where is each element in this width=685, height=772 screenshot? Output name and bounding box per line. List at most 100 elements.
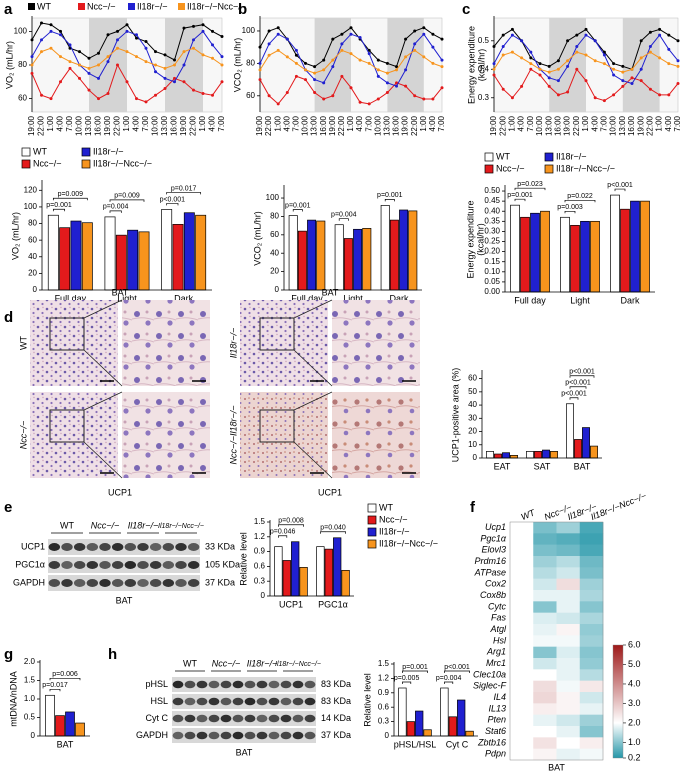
row-label: Cox2: [485, 579, 506, 589]
heatmap-cell: [580, 556, 604, 568]
heatmap-cell: [580, 533, 604, 545]
data-point: [603, 99, 606, 102]
lane-group-label: WT: [183, 658, 197, 668]
data-point: [667, 62, 670, 65]
band-label: GAPDH: [13, 577, 45, 587]
row-label: Stat6: [485, 726, 506, 736]
data-point: [202, 23, 205, 26]
blot-band: [197, 698, 208, 705]
data-point: [135, 97, 138, 100]
p-value: p=0.006: [52, 671, 78, 678]
data-point: [135, 33, 138, 36]
y-tick-label: 0.10: [484, 267, 500, 276]
lane-group-label: WT: [60, 520, 74, 530]
legend-label: WT: [33, 146, 47, 156]
band-label: Cyt C: [146, 713, 169, 723]
data-point: [677, 59, 680, 62]
x-tick-label: 1:00: [508, 115, 517, 131]
blot-band: [209, 715, 220, 722]
column-label: Il18r−/−Ncc−/−: [589, 491, 647, 522]
data-point: [331, 59, 334, 62]
y-tick-label: 80: [18, 60, 27, 69]
bar: [409, 211, 417, 290]
x-tick-label: Cyt C: [446, 739, 469, 749]
bar: [298, 231, 306, 290]
row-label: Atgl: [489, 624, 507, 634]
data-point: [493, 73, 496, 76]
data-point: [667, 34, 670, 37]
bar: [502, 453, 509, 458]
x-tick-label: 13:00: [618, 115, 627, 136]
bar: [571, 225, 580, 292]
data-point: [211, 30, 214, 33]
x-tick-label: Light: [570, 295, 590, 305]
row-label: Siglec-F: [473, 681, 507, 691]
y-axis-label: VCO₂ (mL/hr): [252, 211, 262, 266]
heatmap-cell: [580, 545, 604, 557]
data-point: [69, 43, 72, 46]
x-tick-label: EAT: [494, 461, 511, 471]
p-value: p=0.003: [557, 204, 583, 211]
data-point: [331, 38, 334, 41]
blot-band: [99, 561, 110, 569]
y-tick-label: 1.5: [24, 676, 36, 685]
x-tick-label: 22:00: [646, 115, 655, 136]
legend-swatch: [368, 516, 376, 524]
x-tick-label: SAT: [534, 461, 551, 471]
data-point: [529, 68, 532, 71]
heatmap-cell: [510, 669, 534, 681]
x-tick-label: 4:00: [282, 115, 291, 131]
blot-band: [233, 715, 244, 722]
heatmap-cell: [533, 556, 557, 568]
tissue-label: BAT: [116, 595, 133, 605]
data-point: [441, 59, 444, 62]
legend-label: Ncc−/−: [496, 163, 525, 173]
colorbar-label: 1.0: [628, 737, 641, 747]
heatmap-cell: [557, 613, 581, 625]
data-point: [107, 60, 110, 63]
row-label: WT: [18, 336, 28, 350]
significance-bracket: [444, 671, 469, 673]
blot-band: [221, 698, 232, 705]
data-point: [621, 71, 624, 74]
data-point: [259, 78, 262, 81]
data-point: [183, 27, 186, 30]
band-size: 14 KDa: [321, 713, 351, 723]
data-point: [331, 94, 334, 97]
significance-bracket: [110, 200, 144, 202]
micrograph-zoom: [332, 392, 420, 478]
heatmap-cell: [510, 703, 534, 715]
heatmap-cell: [533, 635, 557, 647]
blot-band: [49, 543, 60, 551]
data-point: [386, 62, 389, 65]
band-label: GAPDH: [136, 730, 168, 740]
data-point: [612, 68, 615, 71]
band-size: 105 KDa: [205, 559, 240, 569]
x-axis-label: BAT: [548, 762, 565, 772]
x-tick-label: 22:00: [37, 115, 46, 136]
y-axis-label: VCO₂ (mL/hr): [232, 38, 242, 93]
y-tick-label: 0.9: [254, 547, 266, 556]
dark-period: [623, 18, 660, 112]
row-label: Arg1: [486, 647, 506, 657]
y-tick-label: 0.9: [378, 688, 390, 697]
legend-swatch: [485, 165, 493, 173]
data-point: [529, 56, 532, 59]
blot-band: [293, 681, 304, 688]
p-value: p=0.005: [394, 675, 420, 682]
data-point: [649, 45, 652, 48]
bar: [407, 722, 415, 736]
data-point: [313, 78, 316, 81]
y-tick-label: 30: [468, 413, 477, 422]
heatmap-cell: [533, 590, 557, 602]
significance-bracket: [515, 199, 525, 201]
data-point: [395, 68, 398, 71]
micrograph: [30, 300, 118, 386]
heatmap-cell: [557, 601, 581, 613]
blot-band: [233, 681, 244, 688]
data-point: [441, 65, 444, 68]
p-value: p=0.009: [114, 193, 140, 200]
x-tick-label: 7:00: [673, 115, 682, 131]
heatmap-cell: [580, 635, 604, 647]
data-point: [621, 85, 624, 88]
